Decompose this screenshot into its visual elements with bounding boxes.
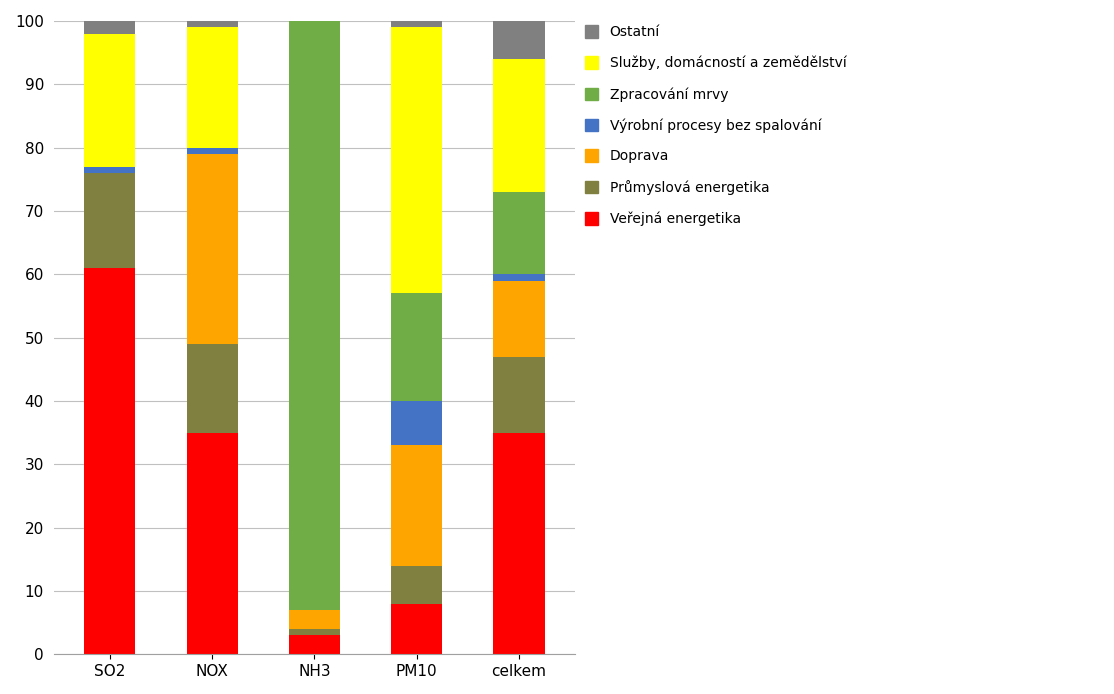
Bar [494, 274, 545, 280]
Bar [85, 21, 136, 34]
Bar [186, 27, 237, 148]
Bar [186, 344, 237, 432]
Bar [186, 21, 237, 27]
Bar [85, 167, 136, 173]
Legend: Ostatní, Služby, domácností a zemědělství, Zpracování mrvy, Výrobní procesy bez : Ostatní, Služby, domácností a zemědělstv… [580, 21, 850, 230]
Bar [391, 446, 442, 566]
Bar [85, 173, 136, 268]
Bar [391, 294, 442, 401]
Bar [85, 268, 136, 654]
Bar [391, 566, 442, 604]
Bar [85, 34, 136, 167]
Bar [289, 629, 340, 635]
Bar [186, 148, 237, 154]
Bar [494, 280, 545, 357]
Bar [494, 59, 545, 192]
Bar [289, 610, 340, 629]
Bar [494, 21, 545, 59]
Bar [289, 21, 340, 610]
Bar [186, 432, 237, 654]
Bar [391, 27, 442, 294]
Bar [494, 432, 545, 654]
Bar [391, 21, 442, 27]
Bar [391, 604, 442, 654]
Bar [494, 192, 545, 274]
Bar [391, 401, 442, 446]
Bar [494, 357, 545, 432]
Bar [289, 635, 340, 654]
Bar [186, 154, 237, 344]
